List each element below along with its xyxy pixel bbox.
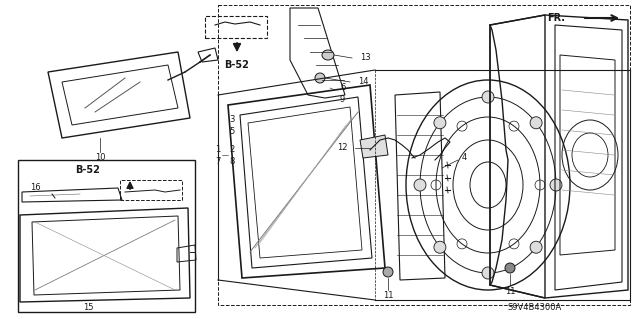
Ellipse shape bbox=[434, 241, 446, 253]
Ellipse shape bbox=[322, 50, 334, 60]
Text: 13: 13 bbox=[360, 54, 371, 63]
Ellipse shape bbox=[482, 91, 494, 103]
Text: 3: 3 bbox=[229, 115, 235, 124]
Text: 14: 14 bbox=[358, 78, 369, 86]
Ellipse shape bbox=[383, 267, 393, 277]
Ellipse shape bbox=[530, 117, 542, 129]
Polygon shape bbox=[360, 135, 388, 158]
Text: 7: 7 bbox=[215, 158, 221, 167]
Text: 11: 11 bbox=[383, 291, 393, 300]
Text: B-52: B-52 bbox=[225, 60, 250, 70]
Text: 6: 6 bbox=[340, 84, 346, 93]
Text: S9V4B4300A: S9V4B4300A bbox=[508, 303, 562, 313]
Ellipse shape bbox=[482, 267, 494, 279]
Text: 5: 5 bbox=[229, 128, 235, 137]
Text: 2: 2 bbox=[229, 145, 235, 154]
Text: 9: 9 bbox=[340, 95, 345, 105]
Ellipse shape bbox=[434, 117, 446, 129]
Text: 8: 8 bbox=[229, 158, 235, 167]
Text: 4: 4 bbox=[462, 153, 467, 162]
Text: FR.: FR. bbox=[547, 13, 565, 23]
Text: 12: 12 bbox=[337, 144, 348, 152]
Ellipse shape bbox=[550, 179, 562, 191]
Text: 10: 10 bbox=[95, 152, 105, 161]
Ellipse shape bbox=[315, 73, 325, 83]
Ellipse shape bbox=[505, 263, 515, 273]
Ellipse shape bbox=[414, 179, 426, 191]
Text: 15: 15 bbox=[83, 303, 93, 313]
Text: 16: 16 bbox=[29, 183, 40, 192]
Ellipse shape bbox=[530, 241, 542, 253]
Text: B-52: B-52 bbox=[76, 165, 100, 175]
Text: 11: 11 bbox=[505, 287, 515, 296]
Text: 1: 1 bbox=[216, 145, 221, 154]
